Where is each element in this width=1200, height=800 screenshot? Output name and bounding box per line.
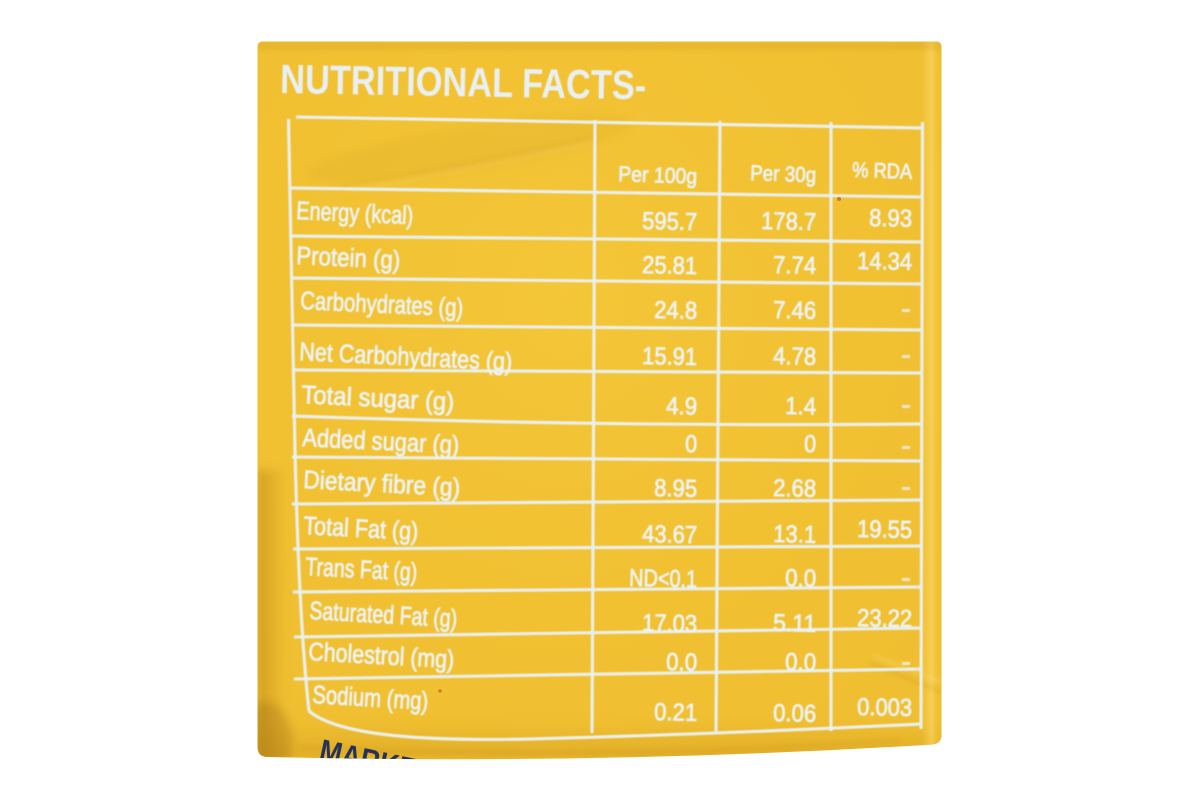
- svg-text:0.0: 0.0: [666, 649, 698, 677]
- svg-text:Total Fat (g): Total Fat (g): [303, 512, 419, 546]
- svg-text:Sodium (mg): Sodium (mg): [312, 681, 429, 716]
- svg-text:0: 0: [685, 431, 698, 458]
- svg-text:8.93: 8.93: [869, 205, 912, 233]
- svg-text:2.68: 2.68: [773, 475, 817, 503]
- svg-text:7.74: 7.74: [773, 252, 817, 280]
- svg-text:595.7: 595.7: [642, 208, 698, 236]
- svg-text:0.21: 0.21: [654, 699, 698, 727]
- svg-text:ND<0.1: ND<0.1: [629, 565, 698, 593]
- svg-text:0.06: 0.06: [773, 700, 817, 728]
- svg-text:17.03: 17.03: [642, 610, 698, 638]
- svg-text:7.46: 7.46: [773, 297, 817, 325]
- svg-text:25.81: 25.81: [642, 252, 698, 280]
- svg-text:5.11: 5.11: [773, 610, 817, 638]
- svg-text:1.4: 1.4: [785, 393, 817, 421]
- svg-text:0: 0: [804, 431, 817, 458]
- svg-text:178.7: 178.7: [761, 208, 817, 236]
- svg-text:24.8: 24.8: [654, 297, 698, 325]
- svg-text:43.67: 43.67: [642, 521, 698, 549]
- svg-text:Protein (g): Protein (g): [296, 242, 401, 275]
- svg-text:0.0: 0.0: [785, 649, 817, 677]
- svg-text:0.003: 0.003: [857, 694, 912, 722]
- svg-text:19.55: 19.55: [857, 516, 912, 544]
- svg-text:13.1: 13.1: [773, 521, 817, 549]
- svg-text:Cholestrol (mg): Cholestrol (mg): [308, 638, 455, 674]
- svg-text:Total sugar (g): Total sugar (g): [301, 381, 455, 416]
- svg-text:15.91: 15.91: [642, 343, 698, 371]
- svg-text:Energy (kcal): Energy (kcal): [296, 197, 414, 230]
- svg-text:NUTRITIONAL FACTS-: NUTRITIONAL FACTS-: [280, 56, 647, 108]
- svg-text:23.22: 23.22: [857, 605, 912, 633]
- svg-text:Trans Fat (g): Trans Fat (g): [305, 553, 418, 587]
- svg-text:8.95: 8.95: [654, 475, 698, 503]
- svg-text:Per 30g: Per 30g: [750, 161, 817, 187]
- svg-text:Per 100g: Per 100g: [618, 162, 698, 189]
- svg-text:4.9: 4.9: [666, 393, 698, 421]
- svg-text:14.34: 14.34: [857, 248, 912, 276]
- svg-text:% RDA: % RDA: [852, 158, 913, 184]
- svg-text:0.0: 0.0: [785, 565, 817, 593]
- svg-text:4.78: 4.78: [773, 343, 817, 371]
